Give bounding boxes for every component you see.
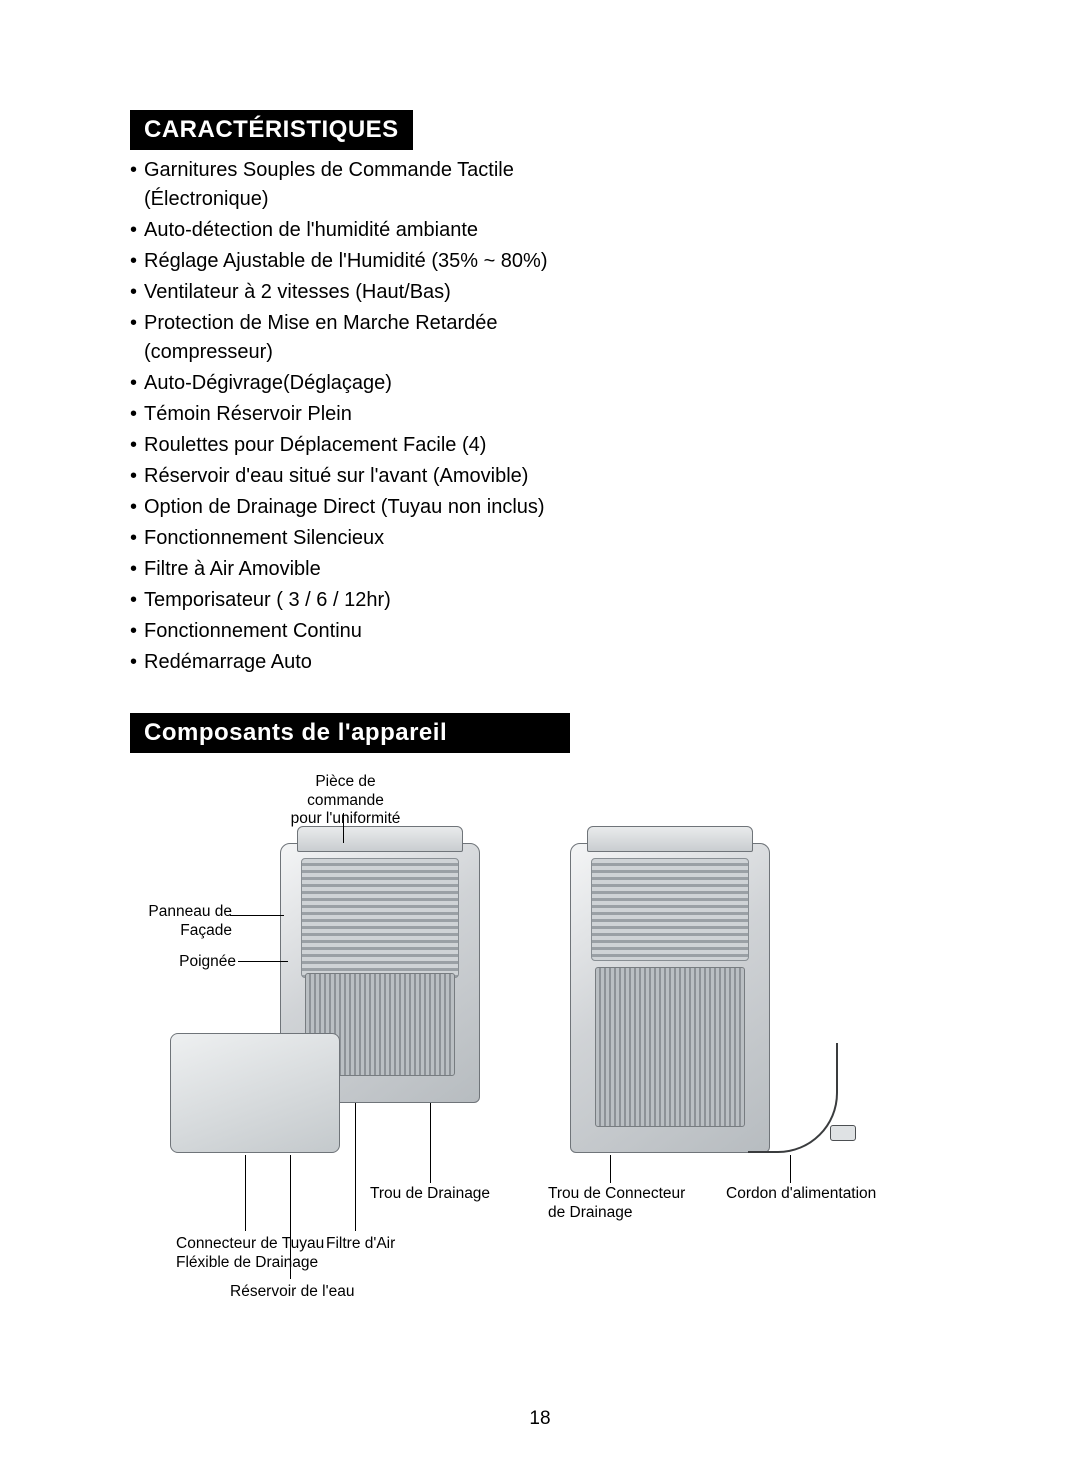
callout-drain-hole: Trou de Drainage xyxy=(370,1185,490,1204)
feature-item: Fonctionnement Silencieux xyxy=(130,524,560,553)
power-cord-illustration xyxy=(748,1043,838,1153)
callout-air-filter: Filtre d'Air xyxy=(326,1235,395,1254)
callout-control-panel: Pièce de commande pour l'uniformité xyxy=(278,773,413,829)
callout-drain-connector: Trou de Connecteur de Drainage xyxy=(548,1185,685,1222)
feature-item: Réglage Ajustable de l'Humidité (35% ~ 8… xyxy=(130,247,560,276)
device-rear-illustration xyxy=(570,843,770,1153)
features-heading: CARACTÉRISTIQUES xyxy=(130,110,413,150)
features-list: Garnitures Souples de Commande Tactile (… xyxy=(130,156,960,677)
feature-item: Témoin Réservoir Plein xyxy=(130,400,560,429)
callout-water-tank: Réservoir de l'eau xyxy=(230,1283,354,1302)
water-tank-illustration xyxy=(170,1033,340,1153)
feature-item: Auto-Dégivrage(Déglaçage) xyxy=(130,369,560,398)
feature-item: Redémarrage Auto xyxy=(130,648,560,677)
feature-item: Roulettes pour Déplacement Facile (4) xyxy=(130,431,560,460)
feature-item: Fonctionnement Continu xyxy=(130,617,560,646)
feature-item: Réservoir d'eau situé sur l'avant (Amovi… xyxy=(130,462,560,491)
feature-item: Auto-détection de l'humidité ambiante xyxy=(130,216,560,245)
feature-item: Temporisateur ( 3 / 6 / 12hr) xyxy=(130,586,560,615)
feature-item: Garnitures Souples de Commande Tactile (… xyxy=(130,156,560,214)
components-diagram: Pièce de commande pour l'uniformité Pann… xyxy=(130,773,950,1353)
callout-front-panel: Panneau de Façade xyxy=(144,903,232,940)
callout-power-cord: Cordon d'alimentation xyxy=(726,1185,876,1204)
feature-item: Option de Drainage Direct (Tuyau non inc… xyxy=(130,493,560,522)
components-heading: Composants de l'appareil xyxy=(130,713,570,753)
feature-item: Filtre à Air Amovible xyxy=(130,555,560,584)
feature-item: Protection de Mise en Marche Retardée (c… xyxy=(130,309,560,367)
page-number: 18 xyxy=(0,1408,1080,1430)
callout-hose-connector: Connecteur de Tuyau Fléxible de Drainage xyxy=(176,1235,324,1272)
callout-handle: Poignée xyxy=(176,953,236,972)
feature-item: Ventilateur à 2 vitesses (Haut/Bas) xyxy=(130,278,560,307)
power-plug-illustration xyxy=(830,1125,856,1141)
